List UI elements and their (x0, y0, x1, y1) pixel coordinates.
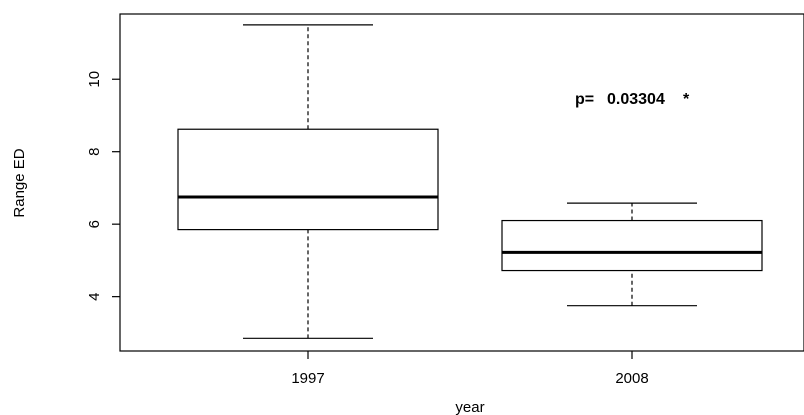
axes: 4 6 8 10 1997 2008 (86, 71, 649, 387)
box-marks (177, 24, 763, 339)
box-2008 (501, 219, 763, 272)
box-1997 (177, 128, 439, 231)
p-value-label: p= (575, 91, 594, 108)
x-axis-title: year (455, 399, 484, 415)
y-tick-label-6: 6 (86, 220, 103, 228)
x-tick-label-1997: 1997 (291, 370, 324, 387)
p-value-number: 0.03304 (607, 91, 665, 108)
x-tick-label-2008: 2008 (615, 370, 648, 387)
significance-marker: * (683, 91, 690, 108)
p-value-annotation: p= 0.03304 * (575, 91, 690, 108)
y-tick-label-8: 8 (86, 148, 103, 156)
y-axis-title: Range ED (11, 148, 28, 217)
y-tick-label-10: 10 (86, 71, 103, 88)
plot-frame (119, 13, 804, 352)
y-tick-label-4: 4 (86, 292, 103, 300)
